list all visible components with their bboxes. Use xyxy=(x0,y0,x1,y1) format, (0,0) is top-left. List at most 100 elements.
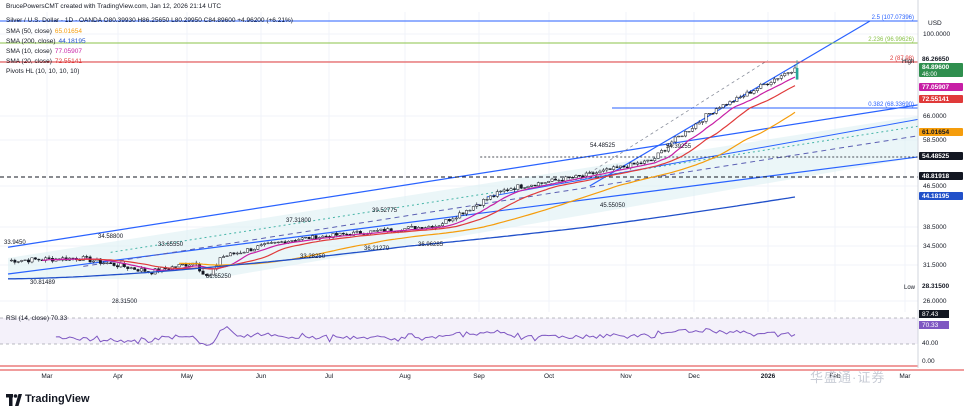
candle-body xyxy=(119,263,123,268)
rsi-tick: 87.43 xyxy=(922,311,939,318)
candle-body xyxy=(684,131,687,137)
candle-body xyxy=(495,191,499,197)
candle-body xyxy=(256,245,260,250)
candle-body xyxy=(341,232,345,235)
price-axis[interactable]: USD100.000086.000066.000058.500046.50003… xyxy=(902,0,963,368)
time-tick: Dec xyxy=(688,373,700,380)
candle-body xyxy=(786,72,790,74)
candle-body xyxy=(92,260,95,263)
candle-body xyxy=(779,75,783,79)
candle-body xyxy=(37,258,41,261)
pivot-label: 31.65250 xyxy=(206,274,232,280)
pivot-label: 33.9450 xyxy=(4,240,26,246)
pivot-label: 39.52775 xyxy=(372,208,398,214)
candle-body xyxy=(704,113,708,122)
candle-body xyxy=(509,188,513,191)
candle-body xyxy=(335,233,338,236)
indicator-row[interactable]: Pivots HL (10, 10, 10, 10) xyxy=(6,68,82,75)
candle-body xyxy=(410,226,414,228)
candle-body xyxy=(697,122,701,125)
channel-upper-line xyxy=(7,104,919,248)
candle-body xyxy=(273,242,277,244)
indicator-label: SMA (50, close) xyxy=(6,28,52,35)
rsi-tick: 0.00 xyxy=(922,358,935,365)
symbol-ohlc-line: Silver / U.S. Dollar · 1D · OANDA O80.39… xyxy=(6,17,293,24)
candle-body xyxy=(790,72,794,74)
candle-body xyxy=(116,265,119,268)
tradingview-logo-icon xyxy=(6,394,22,406)
candle-body xyxy=(776,78,780,80)
candle-body xyxy=(352,231,356,236)
candle-body xyxy=(485,198,489,201)
pivot-label: 45.55050 xyxy=(600,203,626,209)
candle-body xyxy=(478,204,482,206)
candle-body xyxy=(133,267,137,270)
price-badge xyxy=(919,55,963,63)
candle-body xyxy=(266,242,270,245)
indicator-value: 72.55141 xyxy=(54,58,83,65)
candle-body xyxy=(324,235,328,238)
candle-body xyxy=(259,244,263,247)
pivot-label: 36.21270 xyxy=(364,246,390,252)
candle-body xyxy=(205,274,208,276)
candle-body xyxy=(139,268,143,272)
fib-label: 2 (87.98) xyxy=(890,56,914,62)
candle-body xyxy=(252,249,256,252)
indicator-value: 65.01654 xyxy=(54,28,83,35)
candle-body xyxy=(755,88,759,91)
pivot-label: 34.58800 xyxy=(98,234,124,240)
candle-body xyxy=(468,209,472,212)
candle-body xyxy=(297,239,301,241)
candle-body xyxy=(187,264,191,267)
candle-body xyxy=(263,243,267,245)
candle-body xyxy=(102,262,106,265)
candle-body xyxy=(355,231,359,233)
candle-body xyxy=(482,199,486,206)
candle-body xyxy=(687,131,691,133)
candle-body xyxy=(222,256,226,258)
candle-body xyxy=(680,135,684,138)
price-badge-label: 86.26650 xyxy=(922,56,949,63)
price-badge xyxy=(919,83,963,91)
footer-bar xyxy=(0,386,964,418)
candle-body xyxy=(499,190,503,193)
currency-label: USD xyxy=(928,20,942,27)
rsi-label: RSI (14, close) 70.33 xyxy=(6,315,67,322)
candle-body xyxy=(574,175,578,178)
indicator-row[interactable]: SMA (50, close) 65.01654 xyxy=(6,28,82,35)
price-badge-label: 48.81918 xyxy=(922,173,949,180)
candle-body xyxy=(738,96,742,99)
candle-body xyxy=(239,252,243,255)
watermark: 华盛通·证券 xyxy=(810,370,886,385)
horizontal-levels xyxy=(0,156,918,178)
candle-body xyxy=(749,91,752,94)
candle-body xyxy=(735,97,739,102)
candle-body xyxy=(540,182,544,184)
candle-body xyxy=(300,237,304,240)
candle-body xyxy=(773,78,776,83)
candle-body xyxy=(184,263,188,267)
indicator-row[interactable]: SMA (10, close) 77.05907 xyxy=(6,48,82,55)
candle-body xyxy=(666,145,670,152)
indicator-label: SMA (20, close) xyxy=(6,58,52,65)
pivot-label: 36.96285 xyxy=(418,242,444,248)
candle-body xyxy=(731,101,735,103)
candle-body xyxy=(201,270,205,275)
rsi-pane[interactable]: RSI (14, close) 70.33 xyxy=(0,312,918,367)
fib-label: 0.382 (68.33690) xyxy=(868,102,914,108)
candle-body xyxy=(708,113,711,115)
candle-body xyxy=(376,230,379,232)
indicator-row[interactable]: SMA (200, close) 44.18195 xyxy=(6,38,86,45)
candle-body xyxy=(625,166,629,169)
pivot-label: 33.28250 xyxy=(300,254,326,260)
candle-body xyxy=(591,172,595,175)
candle-body xyxy=(9,259,13,262)
indicator-row[interactable]: SMA (20, close) 72.55141 xyxy=(6,58,82,65)
rsi-badge xyxy=(919,321,949,329)
candle-body xyxy=(557,179,561,182)
candle-body xyxy=(588,172,592,174)
time-tick: Mar xyxy=(41,373,53,380)
candle-body xyxy=(516,184,520,190)
time-axis[interactable]: Mar Apr May Jun Jul Aug Sep Oct Nov Dec 2026 Feb Mar xyxy=(0,369,964,380)
